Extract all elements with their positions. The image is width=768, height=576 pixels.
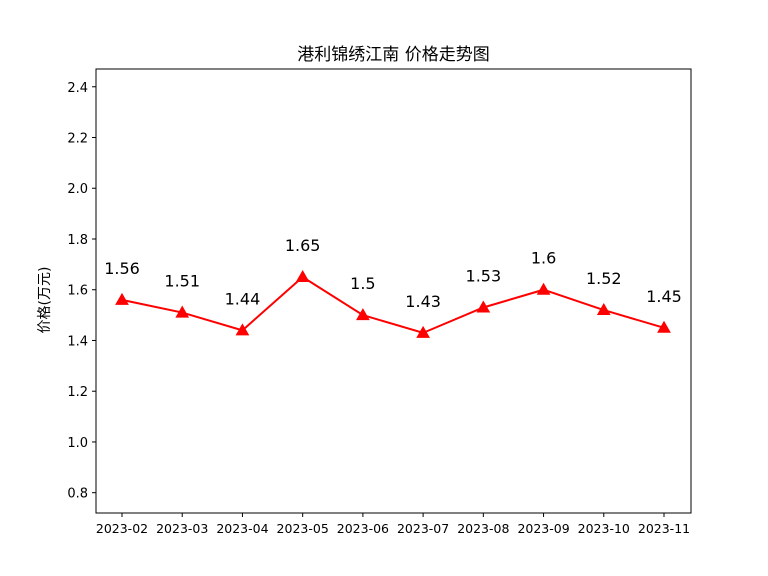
data-label: 1.52 (586, 269, 622, 288)
data-label: 1.56 (104, 259, 140, 278)
y-tick-label: 1.2 (67, 385, 88, 400)
data-label: 1.65 (285, 236, 321, 255)
y-tick-label: 2.4 (67, 81, 88, 96)
y-tick-label: 1.8 (67, 233, 88, 248)
x-tick-label: 2023-09 (517, 521, 569, 536)
x-tick-label: 2023-02 (96, 521, 148, 536)
data-point (596, 303, 611, 316)
x-tick-label: 2023-10 (578, 521, 630, 536)
y-tick-label: 1.6 (67, 284, 88, 299)
y-tick-label: 1.0 (67, 436, 88, 451)
y-tick-label: 1.4 (67, 334, 88, 349)
y-tick-label: 2.2 (67, 132, 88, 147)
data-point (356, 308, 370, 321)
x-tick-label: 2023-05 (277, 521, 329, 536)
data-point (657, 320, 671, 333)
data-label: 1.44 (225, 289, 261, 308)
data-point (175, 305, 190, 318)
y-tick-label: 2.0 (67, 182, 88, 197)
series-line (121, 275, 665, 334)
y-tick-label: 0.8 (67, 487, 88, 502)
chart-title: 港利锦绣江南 价格走势图 (297, 45, 490, 65)
data-label: 1.5 (350, 274, 375, 293)
data-label: 1.6 (531, 249, 556, 268)
data-point (536, 282, 551, 295)
plot-frame (95, 68, 692, 514)
x-tick-label: 2023-08 (457, 521, 509, 536)
data-point (235, 323, 250, 336)
x-tick-label: 2023-06 (337, 521, 389, 536)
x-tick-label: 2023-04 (216, 521, 268, 536)
data-point (115, 292, 129, 305)
x-tick-label: 2023-03 (156, 521, 208, 536)
data-point (416, 325, 430, 338)
x-tick-label: 2023-07 (397, 521, 449, 536)
data-point (476, 300, 491, 313)
data-label: 1.45 (646, 287, 682, 306)
data-point (295, 270, 310, 283)
x-tick-label: 2023-11 (638, 521, 690, 536)
data-label: 1.51 (164, 272, 200, 291)
data-label: 1.43 (405, 292, 441, 311)
data-label: 1.53 (466, 266, 502, 285)
